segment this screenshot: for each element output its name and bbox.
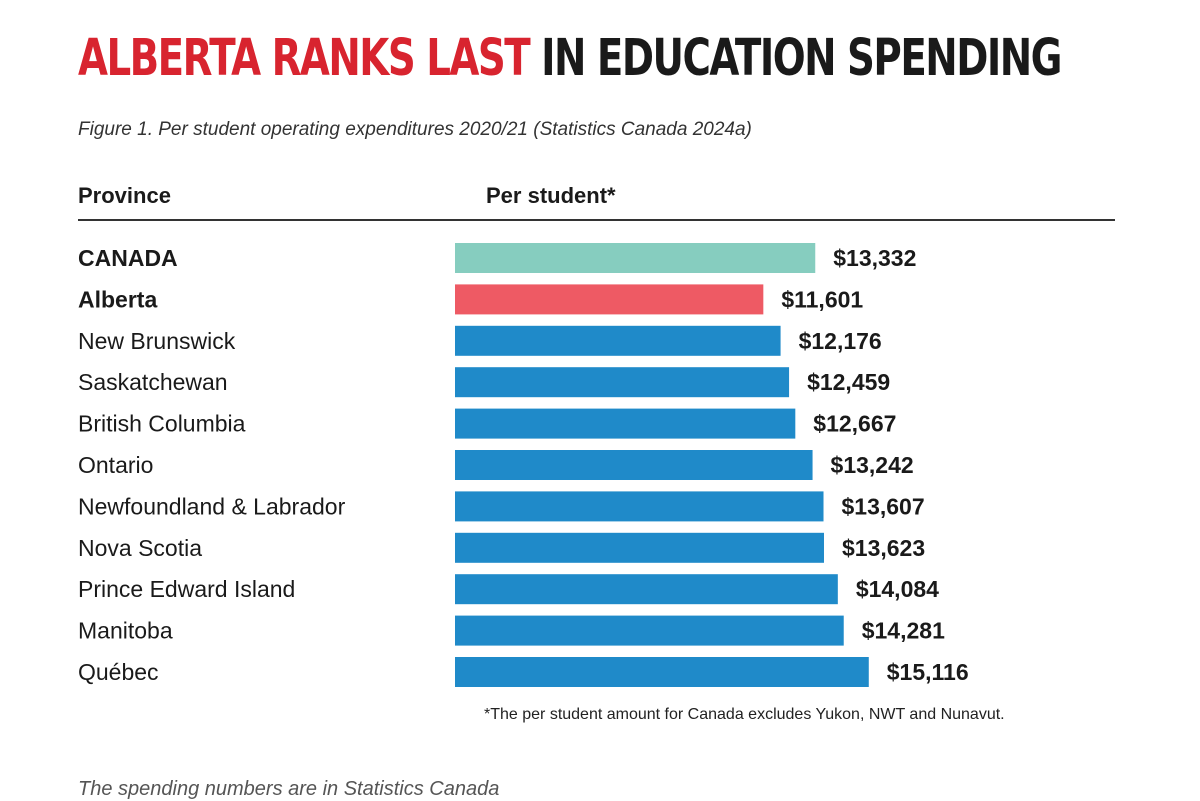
category-label-newfoundland-and-labrador: Newfoundland & Labrador <box>78 493 346 519</box>
value-label-canada: $13,332 <box>833 245 916 271</box>
category-label-manitoba: Manitoba <box>78 618 173 644</box>
column-header-per-student: Per student* <box>486 183 616 208</box>
title-rest: IN EDUCATION SPENDING <box>529 29 1062 88</box>
category-label-quebec: Québec <box>78 659 159 685</box>
category-label-prince-edward-island: Prince Edward Island <box>78 576 295 602</box>
title-highlight: ALBERTA RANKS LAST <box>78 29 531 88</box>
footnote: *The per student amount for Canada exclu… <box>484 706 1005 723</box>
category-label-new-brunswick: New Brunswick <box>78 328 236 354</box>
value-label-nova-scotia: $13,623 <box>842 535 925 561</box>
column-header-province: Province <box>78 183 171 208</box>
category-label-alberta: Alberta <box>78 286 157 312</box>
value-label-alberta: $11,601 <box>781 286 863 312</box>
header-divider <box>78 219 1115 221</box>
category-label-saskatchewan: Saskatchewan <box>78 369 228 395</box>
bar-quebec <box>455 657 869 687</box>
value-label-manitoba: $14,281 <box>862 618 945 644</box>
bar-alberta <box>455 284 764 315</box>
value-label-newfoundland-and-labrador: $13,607 <box>842 493 925 519</box>
chart-title: ALBERTA RANKS LAST IN EDUCATION SPENDING <box>78 24 1062 94</box>
chart-subtitle: Figure 1. Per student operating expendit… <box>78 119 752 140</box>
bar-chart: CANADA $13,332 Alberta $11,601 New Brunswick… <box>78 243 969 687</box>
bar-saskatchewan <box>455 367 790 398</box>
category-label-nova-scotia: Nova Scotia <box>78 535 202 561</box>
value-label-saskatchewan: $12,459 <box>807 369 890 395</box>
value-label-ontario: $13,242 <box>831 452 914 478</box>
bar-canada <box>455 243 816 273</box>
value-label-british-columbia: $12,667 <box>813 411 896 437</box>
bar-manitoba <box>455 615 844 646</box>
bar-prince-edward-island <box>455 574 838 605</box>
category-label-canada: CANADA <box>78 245 178 271</box>
bar-newfoundland-and-labrador <box>455 491 824 522</box>
value-label-quebec: $15,116 <box>887 659 969 685</box>
category-label-ontario: Ontario <box>78 452 153 478</box>
bar-new-brunswick <box>455 325 781 356</box>
value-label-new-brunswick: $12,176 <box>799 328 882 354</box>
bar-nova-scotia <box>455 532 824 563</box>
bar-british-columbia <box>455 408 796 439</box>
category-label-british-columbia: British Columbia <box>78 411 246 437</box>
value-label-prince-edward-island: $14,084 <box>856 576 939 602</box>
bar-ontario <box>455 450 813 480</box>
